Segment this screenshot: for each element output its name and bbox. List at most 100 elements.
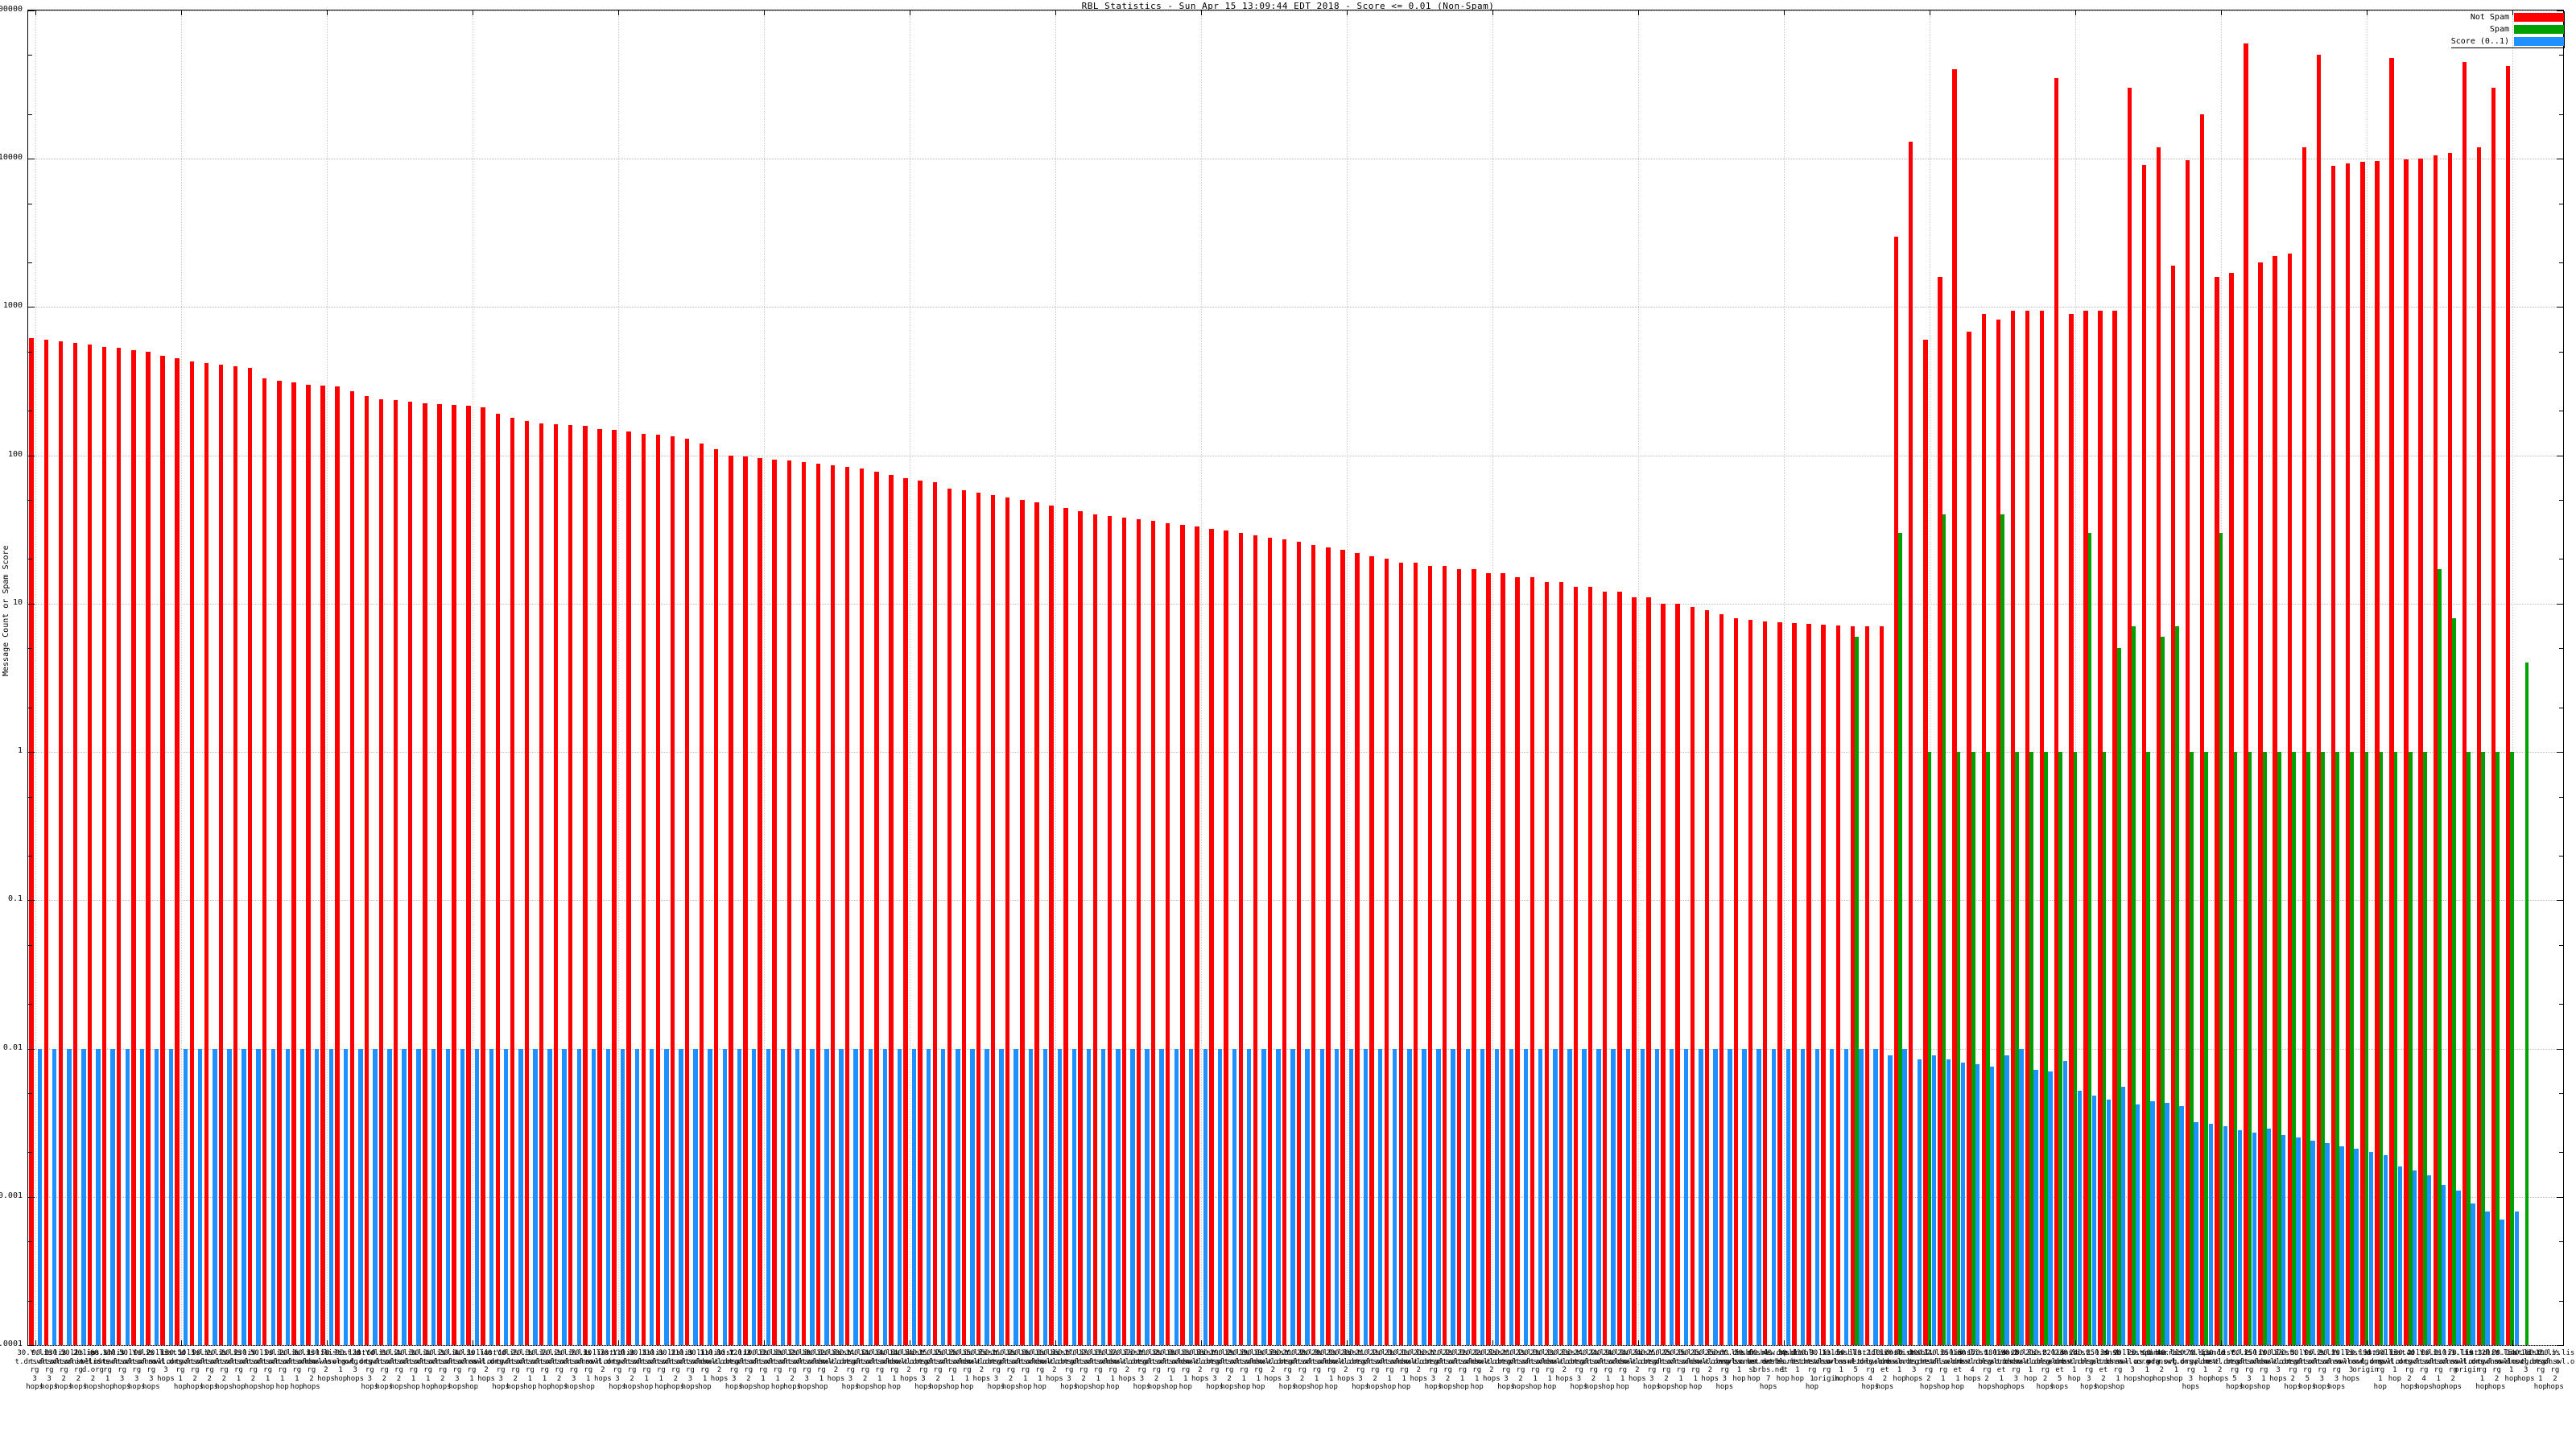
bar-score: [1116, 1048, 1121, 1345]
x-axis-tick: [1783, 1340, 1785, 1346]
legend-item-not-spam: Not Spam: [2451, 11, 2564, 23]
x-axis-tick-label: 210.3.list.dnswl.org 2 hops: [2025, 1349, 2065, 1391]
x-axis-tick-label: 70.2.list.dnswl.org 4 hops: [1850, 1349, 1890, 1391]
bar-not-spam: [1879, 626, 1885, 1345]
x-axis-tick-label: 150.2.list.dnswl.org 2 hops: [918, 1349, 958, 1391]
x-axis-tick-label: 150.3.list.dnswl.org 1 hop: [932, 1349, 972, 1391]
bar-spam: [2335, 752, 2340, 1345]
bar-not-spam: [1121, 518, 1127, 1345]
x-axis-tick-label: 120.Y.list.dnswl.org 2 hops: [2477, 1349, 2516, 1391]
bar-spam: [2000, 514, 2004, 1345]
x-axis-tick-label: 30.dnsbl.sorbs.net 1 hop: [1777, 1349, 1818, 1383]
bar-score: [2106, 1100, 2112, 1345]
x-axis-tick: [2366, 1340, 2368, 1346]
bar-score: [183, 1048, 188, 1345]
x-axis-tick-label: 230.Y.list.dnswl.org 3 hops: [1559, 1349, 1599, 1391]
bar-not-spam: [524, 421, 530, 1345]
x-axis-tick: [181, 10, 183, 15]
bar-score: [2150, 1101, 2155, 1345]
bar-score: [387, 1048, 392, 1345]
x-axis-tick-label: 210.1.list.dnswl.org 1 hop: [1384, 1349, 1424, 1391]
bar-not-spam: [539, 423, 544, 1345]
x-axis-tick-label: 110.list.dnswl.org 2 hops: [700, 1349, 740, 1383]
x-axis-tick-label: 140.3.list.dnswl.org 1 hop: [860, 1349, 900, 1391]
bar-score: [1538, 1048, 1543, 1345]
x-axis-tick: [2074, 10, 2076, 15]
bar-score: [1436, 1048, 1441, 1345]
x-axis-tick-label: 250.dnsbl.sorbs.net 2 hops: [2083, 1349, 2124, 1391]
x-axis-tick-label: 160.1.list.dnswl.org 1 hop: [1020, 1349, 1060, 1391]
bar-score: [2208, 1124, 2213, 1345]
y-axis-tick: [2557, 1196, 2564, 1198]
bar-spam: [2219, 533, 2223, 1345]
x-axis-tick-label: 50.Y.list.dnswl.org 3 hops: [117, 1349, 157, 1391]
x-axis-tick-label: 140.3.list.dnswl.org 1 hop: [1923, 1349, 1963, 1391]
bar-spam: [2481, 752, 2485, 1345]
bar-score: [96, 1048, 101, 1345]
x-axis-tick: [2512, 10, 2513, 15]
bar-score: [518, 1048, 523, 1345]
x-axis-tick-label: 180.1.list.dnswl.org 1 hop: [1166, 1349, 1206, 1391]
y-axis-minor-tick: [2559, 1300, 2564, 1302]
x-axis-tick-label: 170.1.list.dnswl.org 2 hops: [1967, 1349, 2007, 1391]
bar-spam: [1927, 752, 1932, 1345]
bar-not-spam: [306, 384, 311, 1345]
x-axis-tick-label: 60.barracuda.org 2 hops: [2141, 1349, 2182, 1383]
bar-spam: [2467, 752, 2471, 1345]
bar-score: [373, 1048, 378, 1345]
x-axis-tick: [2074, 1340, 2076, 1346]
bar-score: [1422, 1048, 1426, 1345]
bar-score: [533, 1048, 538, 1345]
bar-score: [956, 1048, 960, 1345]
x-axis-tick-label: 130.3.list.dnswl.org 3 hops: [102, 1349, 142, 1391]
y-axis-minor-tick: [27, 55, 32, 56]
bar-not-spam: [2345, 163, 2351, 1345]
x-axis-tick-label: 60.2.list.dnswl.org 1 hop: [219, 1349, 258, 1391]
x-axis-tick-label: 220.3.list.dnswl.org 1 hop: [1443, 1349, 1482, 1391]
y-axis-tick: [27, 1345, 35, 1346]
bar-score: [1305, 1048, 1310, 1345]
y-axis-minor-tick: [2559, 500, 2564, 502]
bar-score: [1348, 1048, 1354, 1345]
bar-not-spam: [2491, 88, 2496, 1345]
bar-score: [941, 1048, 946, 1345]
bar-not-spam: [1180, 524, 1185, 1345]
bar-score: [1960, 1063, 1966, 1345]
y-axis-minor-tick: [27, 796, 32, 798]
bar-not-spam: [2273, 256, 2277, 1345]
x-axis-tick-label: 40.list.dnswl.org 1 hop: [2157, 1349, 2196, 1383]
bar-not-spam: [889, 474, 894, 1345]
bar-score: [328, 1048, 334, 1345]
x-axis-tick: [763, 1340, 765, 1346]
bar-score: [1873, 1048, 1878, 1345]
y-axis-minor-tick: [2559, 648, 2564, 650]
bar-score: [1640, 1048, 1645, 1345]
bar-score: [1917, 1059, 1922, 1345]
y-axis-tick-label: 10: [12, 597, 23, 607]
bar-not-spam: [2200, 114, 2205, 1345]
x-axis-tick-label: 20.Y.list.dnswl.org 3 hops: [349, 1349, 390, 1391]
x-axis-tick-label: 230.2.list.dnswl.org 2 hops: [1501, 1349, 1541, 1391]
bar-not-spam: [1864, 626, 1870, 1345]
legend-item-score: Score (0..1): [2451, 35, 2564, 47]
bar-not-spam: [1413, 562, 1418, 1345]
bar-score: [2120, 1087, 2126, 1345]
y-axis-tick: [2557, 603, 2564, 605]
bar-not-spam: [597, 429, 602, 1345]
x-axis-tick-label: 130.list.dnswl.org 2 hops: [306, 1349, 346, 1383]
bar-score: [780, 1048, 786, 1345]
bar-spam: [2379, 752, 2384, 1345]
bar-spam: [2364, 752, 2369, 1345]
x-axis-tick-label: 20.list.dnswl.org 3 hops: [146, 1349, 186, 1383]
bar-not-spam: [291, 382, 296, 1345]
bar-spam: [1971, 752, 1975, 1345]
bar-not-spam: [830, 464, 836, 1345]
x-axis-tick-label: 110.Y.list.dnswl.org 3 hops: [2171, 1349, 2211, 1391]
bar-score: [853, 1048, 858, 1345]
bar-score: [1319, 1048, 1324, 1345]
bar-not-spam: [2039, 310, 2045, 1345]
x-axis-tick-label: 90.Y.list.dnswl.org 3 hops: [2317, 1349, 2356, 1391]
bar-not-spam: [1166, 522, 1170, 1345]
y-axis-tick-label: 0.001: [0, 1191, 23, 1200]
y-axis-minor-tick: [27, 648, 32, 650]
